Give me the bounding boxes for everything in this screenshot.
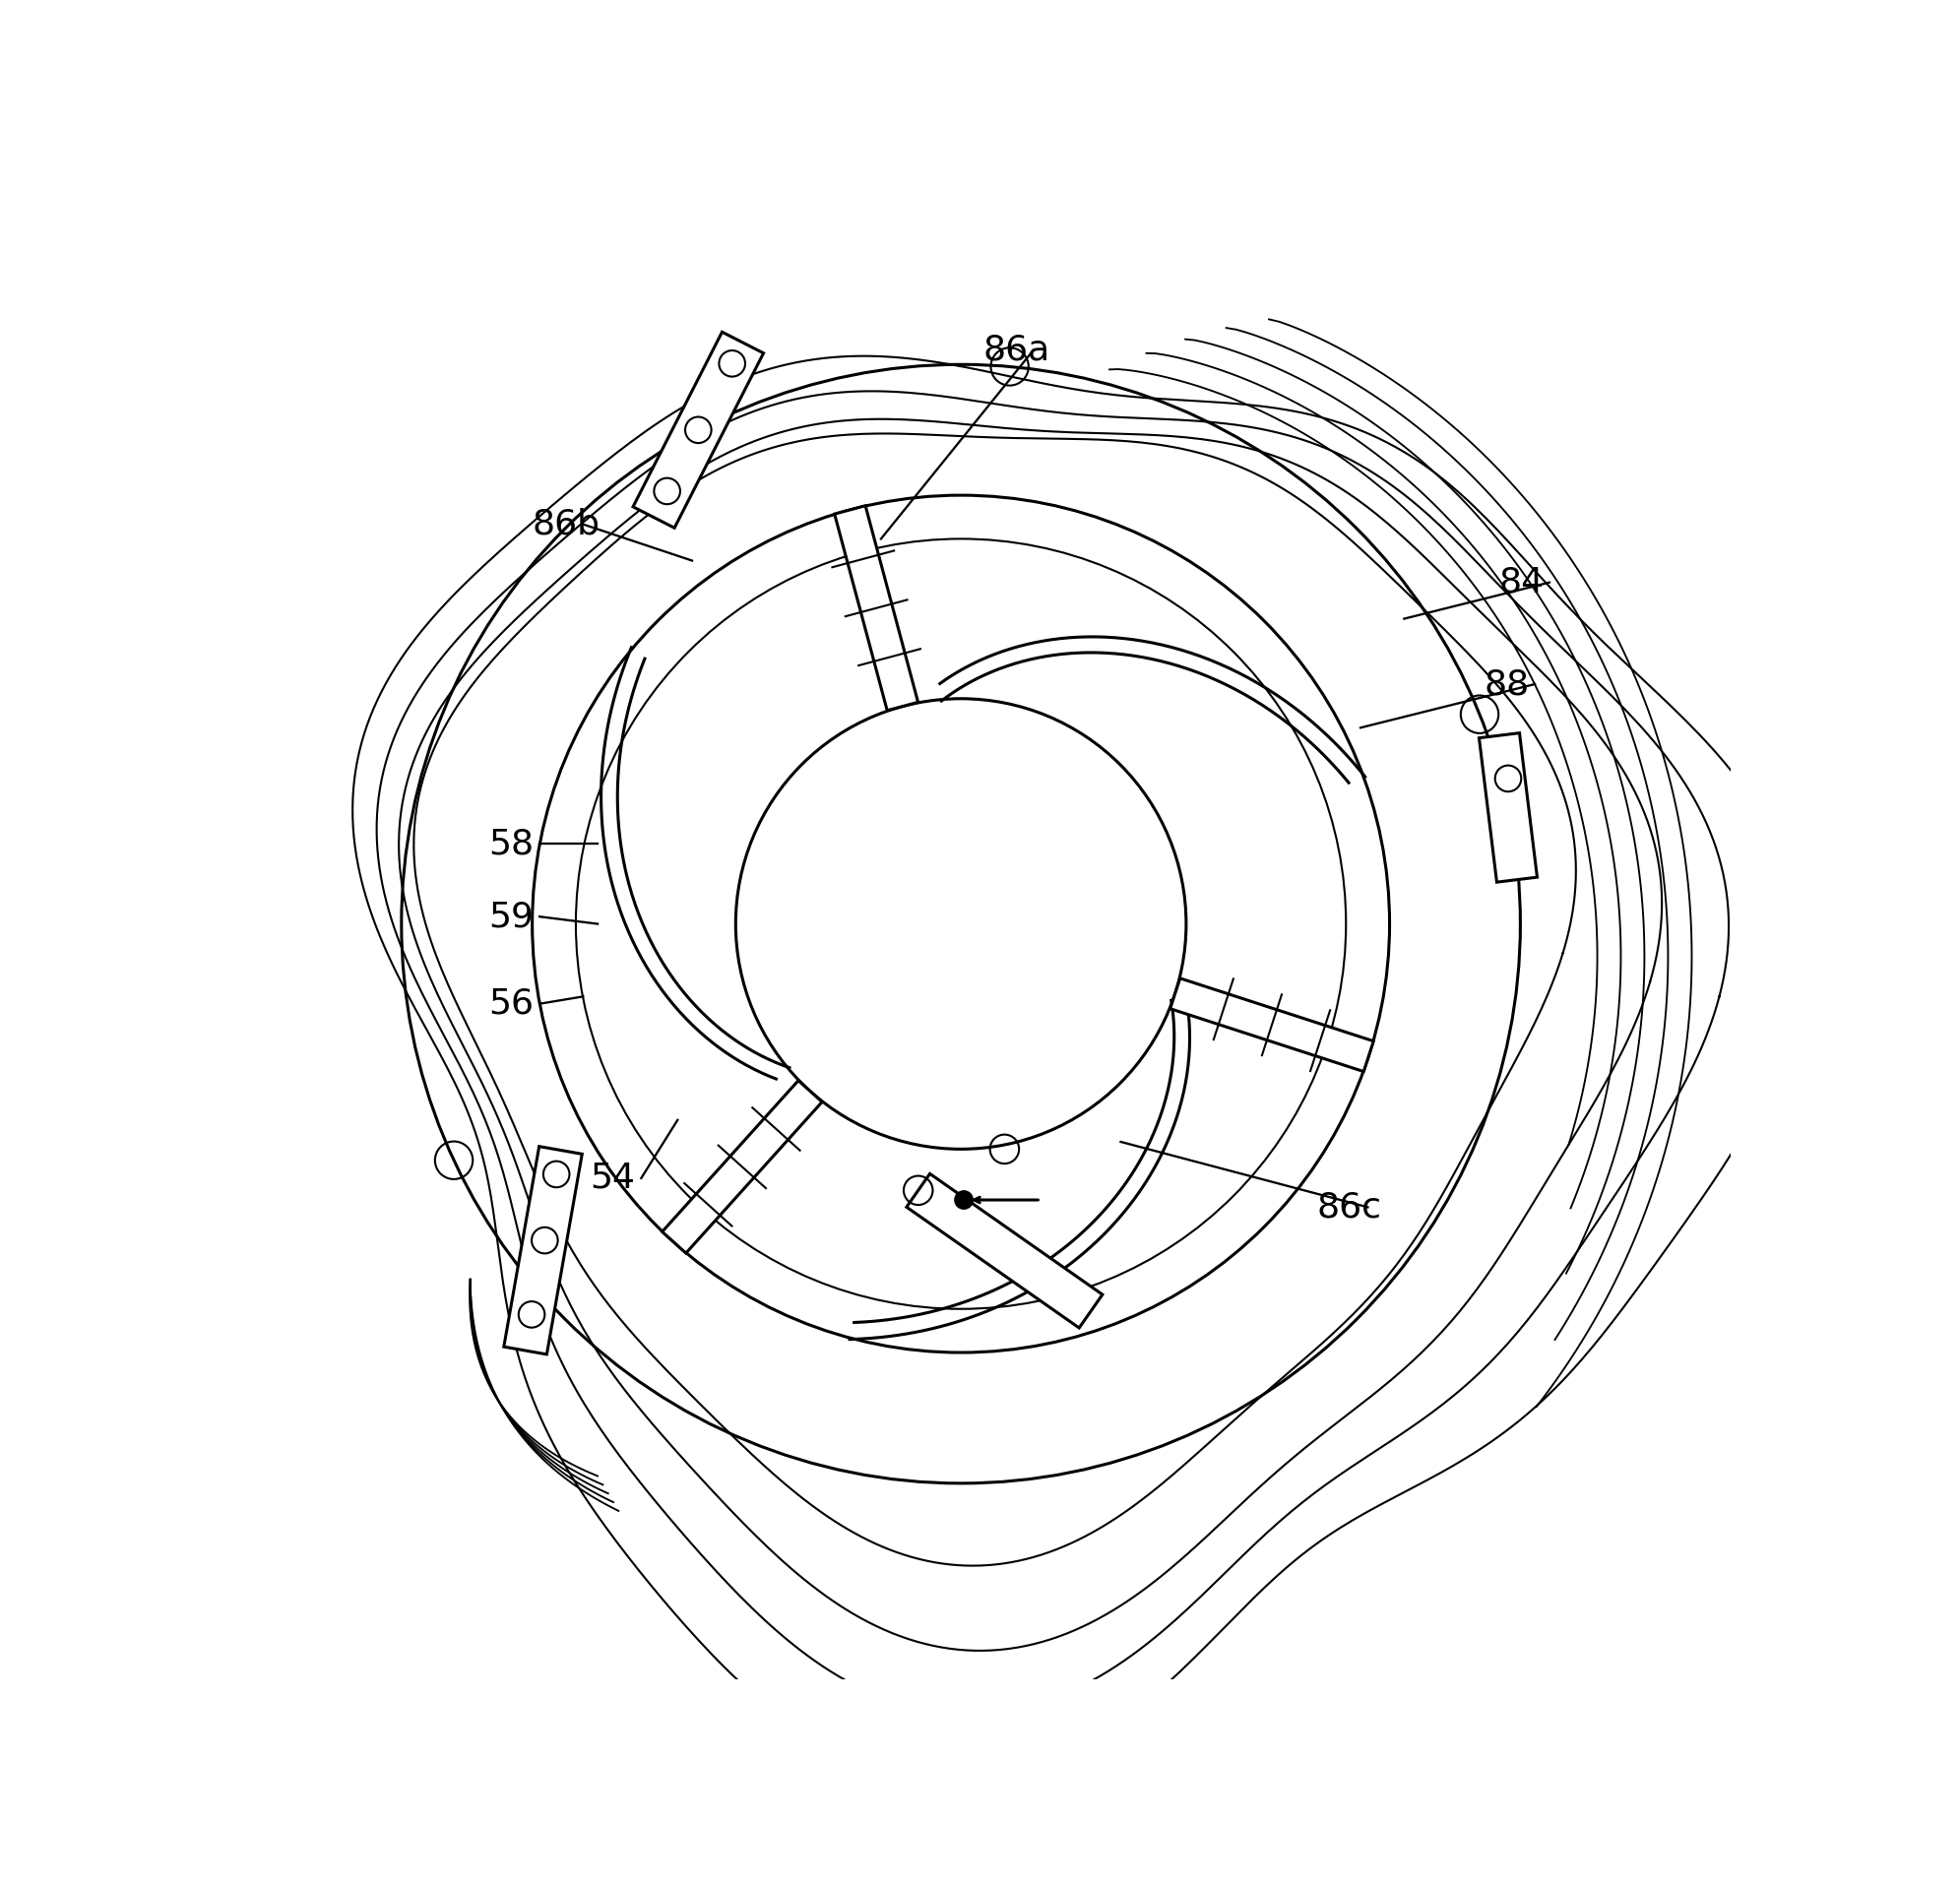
Text: 88: 88 xyxy=(1484,668,1529,700)
Text: 54: 54 xyxy=(590,1161,635,1194)
Text: 59: 59 xyxy=(488,900,533,934)
Text: 86a: 86a xyxy=(982,334,1051,366)
Polygon shape xyxy=(1480,732,1537,881)
Text: 84: 84 xyxy=(1499,566,1544,600)
Text: 58: 58 xyxy=(488,827,533,860)
Circle shape xyxy=(955,1191,972,1210)
Circle shape xyxy=(735,698,1186,1149)
Polygon shape xyxy=(633,332,764,528)
Polygon shape xyxy=(907,1174,1102,1328)
Text: 56: 56 xyxy=(488,987,533,1021)
Text: 86b: 86b xyxy=(533,508,600,542)
Polygon shape xyxy=(1170,977,1374,1072)
Polygon shape xyxy=(504,1147,582,1355)
Text: 86c: 86c xyxy=(1317,1191,1382,1225)
Polygon shape xyxy=(662,1081,821,1253)
Polygon shape xyxy=(835,506,917,711)
